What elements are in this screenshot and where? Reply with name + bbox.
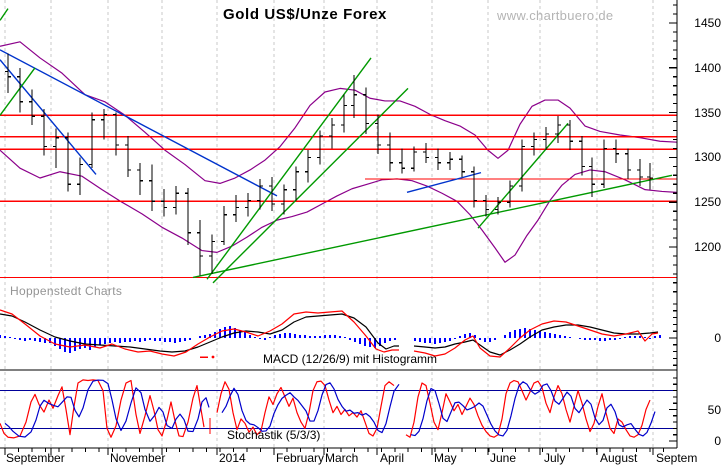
macd-zero-label: 0 [714, 331, 721, 345]
page-title: Gold US$/Unze Forex [223, 6, 387, 23]
month-label: August [600, 451, 638, 465]
month-label: 2014 [219, 451, 246, 465]
macd-panel-label: MACD (12/26/9) mit Histogramm [263, 352, 438, 366]
month-label: September [6, 451, 65, 465]
y-axis-label: 1250 [694, 195, 721, 210]
stoch-axis-label: 0 [714, 434, 721, 448]
y-axis-label: 1300 [694, 150, 721, 165]
y-axis-label: 1400 [694, 60, 721, 75]
month-label: May [434, 451, 457, 465]
month-label: June [490, 451, 517, 465]
stoch-axis-label: 50 [707, 402, 721, 417]
month-label: Septem [656, 451, 698, 465]
y-axis-label: 1200 [694, 240, 721, 254]
watermark-link[interactable]: www.chartbuero.de [497, 8, 614, 23]
month-label: February [276, 451, 325, 465]
y-axis-label: 1450 [694, 16, 721, 30]
month-label: March [325, 451, 359, 465]
month-label: April [380, 451, 405, 465]
month-label: July [544, 451, 566, 465]
month-label: November [110, 451, 166, 465]
branding-label: Hoppenstedt Charts [10, 284, 123, 298]
stoch-panel-label: Stochastik (5/3/3) [227, 428, 321, 442]
y-axis-label: 1350 [694, 105, 721, 120]
